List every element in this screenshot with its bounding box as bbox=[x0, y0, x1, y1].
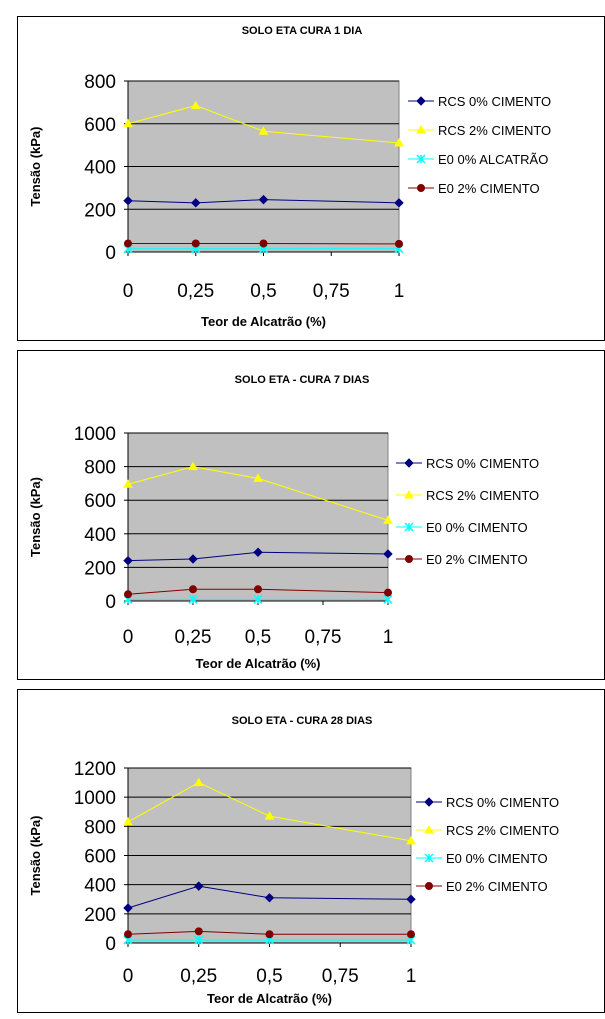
legend-marker bbox=[425, 798, 433, 806]
legend-label: RCS 2% CIMENTO bbox=[426, 488, 539, 503]
data-point bbox=[408, 931, 415, 938]
x-tick-label: 0 bbox=[123, 966, 134, 987]
x-tick-label: 0 bbox=[123, 281, 134, 302]
data-point bbox=[125, 591, 132, 598]
legend-label: E0 2% CIMENTO bbox=[446, 879, 548, 894]
x-tick-label: 0,25 bbox=[180, 966, 217, 987]
x-tick-label: 0,75 bbox=[313, 281, 350, 302]
chart-cura-1-dia: SOLO ETA CURA 1 DIA 0 200 400 600 800 0 0,25 0,5… bbox=[18, 17, 605, 342]
chart-title: SOLO ETA - CURA 7 DIAS bbox=[235, 374, 370, 386]
y-axis-label: Tensão (kPa) bbox=[28, 477, 43, 557]
x-tick-label: 0,25 bbox=[177, 281, 214, 302]
x-tick-label: 0,5 bbox=[256, 966, 282, 987]
y-tick-label: 0 bbox=[105, 243, 116, 264]
data-point bbox=[266, 931, 273, 938]
x-axis-label: Teor de Alcatrão (%) bbox=[207, 991, 332, 1006]
x-tick-label: 0,5 bbox=[245, 627, 271, 648]
y-tick-label: 1200 bbox=[74, 759, 116, 780]
legend-label: RCS 2% CIMENTO bbox=[438, 123, 551, 138]
y-tick-label: 400 bbox=[84, 525, 116, 546]
x-tick-label: 1 bbox=[406, 966, 417, 987]
legend-marker bbox=[405, 459, 413, 467]
legend-marker bbox=[417, 97, 425, 105]
x-tick-label: 0,5 bbox=[250, 281, 276, 302]
legend-label: RCS 0% CIMENTO bbox=[446, 795, 559, 810]
x-axis-label: Teor de Alcatrão (%) bbox=[196, 656, 321, 671]
data-point bbox=[195, 928, 202, 935]
chart-panel-28: SOLO ETA - CURA 28 DIAS 0 200 400 600 800 1000… bbox=[17, 689, 605, 1013]
legend-label: E0 0% CIMENTO bbox=[446, 851, 548, 866]
y-axis-label: Tensão (kPa) bbox=[28, 127, 43, 207]
y-tick-label: 200 bbox=[84, 558, 116, 579]
x-tick-label: 1 bbox=[383, 627, 394, 648]
y-tick-label: 600 bbox=[84, 491, 116, 512]
y-tick-label: 1000 bbox=[74, 788, 116, 809]
data-point bbox=[192, 240, 199, 247]
x-tick-label: 0,75 bbox=[305, 627, 342, 648]
legend: RCS 0% CIMENTO RCS 2% CIMENTO E0 0% CIMENT… bbox=[416, 795, 559, 894]
y-tick-label: 600 bbox=[84, 847, 116, 868]
data-point bbox=[385, 589, 392, 596]
legend: RCS 0% CIMENTO RCS 2% CIMENTO E0 0% ALCATR… bbox=[408, 94, 551, 196]
legend-label: RCS 0% CIMENTO bbox=[426, 456, 539, 471]
x-tick-label: 0,75 bbox=[322, 966, 359, 987]
data-point bbox=[396, 240, 403, 247]
y-tick-label: 800 bbox=[84, 817, 116, 838]
legend-label: E0 2% CIMENTO bbox=[438, 181, 540, 196]
y-tick-label: 400 bbox=[84, 158, 116, 179]
y-tick-label: 200 bbox=[84, 905, 116, 926]
x-axis-label: Teor de Alcatrão (%) bbox=[201, 314, 326, 329]
chart-panel-1: SOLO ETA CURA 1 DIA 0 200 400 600 800 0 0,25 0,5… bbox=[17, 16, 605, 341]
data-point bbox=[125, 240, 132, 247]
chart-cura-7-dias: SOLO ETA - CURA 7 DIAS 0 200 400 600 800 1000 0… bbox=[18, 351, 605, 681]
legend-label: E0 0% CIMENTO bbox=[426, 520, 528, 535]
legend-label: E0 2% CIMENTO bbox=[426, 552, 528, 567]
y-tick-label: 400 bbox=[84, 876, 116, 897]
y-tick-label: 1000 bbox=[74, 424, 116, 445]
legend: RCS 0% CIMENTO RCS 2% CIMENTO E0 0% CIMENT… bbox=[396, 456, 539, 567]
legend-label: RCS 0% CIMENTO bbox=[438, 94, 551, 109]
chart-panel-7: SOLO ETA - CURA 7 DIAS 0 200 400 600 800 1000 0… bbox=[17, 350, 605, 680]
legend-marker bbox=[406, 556, 413, 563]
y-tick-label: 800 bbox=[84, 72, 116, 93]
x-tick-label: 0 bbox=[123, 627, 134, 648]
x-tick-label: 1 bbox=[394, 281, 405, 302]
chart-title: SOLO ETA - CURA 28 DIAS bbox=[232, 715, 373, 727]
data-point bbox=[255, 586, 262, 593]
y-tick-label: 0 bbox=[105, 934, 116, 955]
chart-title: SOLO ETA CURA 1 DIA bbox=[242, 25, 363, 37]
y-tick-label: 600 bbox=[84, 115, 116, 136]
legend-marker bbox=[418, 185, 425, 192]
chart-cura-28-dias: SOLO ETA - CURA 28 DIAS 0 200 400 600 800 1000… bbox=[18, 690, 605, 1014]
x-tick-label: 0,25 bbox=[175, 627, 212, 648]
y-axis-label: Tensão (kPa) bbox=[28, 816, 43, 896]
data-point bbox=[260, 240, 267, 247]
y-tick-label: 200 bbox=[84, 200, 116, 221]
plot-area bbox=[128, 433, 388, 601]
legend-marker bbox=[426, 883, 433, 890]
legend-label: RCS 2% CIMENTO bbox=[446, 823, 559, 838]
data-point bbox=[125, 931, 132, 938]
y-tick-label: 800 bbox=[84, 458, 116, 479]
y-tick-label: 0 bbox=[105, 592, 116, 613]
data-point bbox=[190, 586, 197, 593]
legend-label: E0 0% ALCATRÃO bbox=[438, 152, 548, 167]
